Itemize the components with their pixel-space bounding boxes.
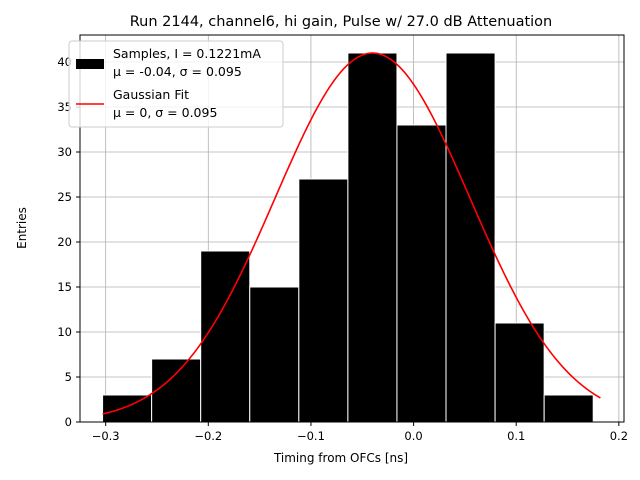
x-axis-label: Timing from OFCs [ns]	[273, 451, 408, 465]
legend-fit-stats: μ = 0, σ = 0.095	[113, 105, 217, 120]
x-axis-ticks: −0.3 −0.2 −0.1 0.0 0.1 0.2	[92, 422, 628, 443]
y-axis-label: Entries	[15, 207, 29, 249]
histogram-bar	[298, 178, 349, 423]
chart-title: Run 2144, channel6, hi gain, Pulse w/ 27…	[130, 14, 553, 30]
y-tick-label: 10	[57, 325, 72, 339]
legend-fit-label: Gaussian Fit	[113, 87, 189, 102]
legend-box	[68, 40, 284, 128]
legend: Samples, I = 0.1221mA μ = -0.04, σ = 0.0…	[68, 40, 284, 128]
x-tick-label: 0.0	[404, 429, 422, 443]
histogram-bars	[102, 52, 594, 423]
y-tick-label: 25	[57, 190, 72, 204]
legend-samples-swatch	[76, 59, 104, 69]
y-tick-label: 0	[65, 415, 72, 429]
histogram-bar	[396, 124, 447, 423]
histogram-bar	[494, 322, 545, 423]
legend-samples-label: Samples, I = 0.1221mA	[113, 46, 261, 61]
y-tick-label: 5	[65, 370, 72, 384]
x-tick-label: −0.2	[194, 429, 222, 443]
histogram-bar	[249, 286, 300, 423]
legend-samples-stats: μ = -0.04, σ = 0.095	[113, 64, 242, 79]
histogram-bar	[200, 250, 251, 423]
histogram-bar	[151, 358, 202, 423]
gaussian-fit	[102, 52, 601, 415]
y-tick-label: 20	[57, 235, 72, 249]
y-axis-ticks: 0 5 10 15 20 25 30 35 40	[57, 55, 80, 429]
plot-frame	[79, 34, 625, 423]
x-tick-label: −0.1	[297, 429, 325, 443]
histogram-bar	[543, 394, 594, 423]
x-tick-label: −0.3	[92, 429, 120, 443]
y-tick-label: 30	[57, 145, 72, 159]
x-tick-label: 0.2	[610, 429, 628, 443]
y-tick-label: 40	[57, 55, 72, 69]
histogram-bar	[347, 52, 398, 423]
y-tick-label: 15	[57, 280, 72, 294]
gaussian-fit-curve	[102, 52, 601, 415]
y-tick-label: 35	[57, 100, 72, 114]
x-tick-label: 0.1	[507, 429, 525, 443]
